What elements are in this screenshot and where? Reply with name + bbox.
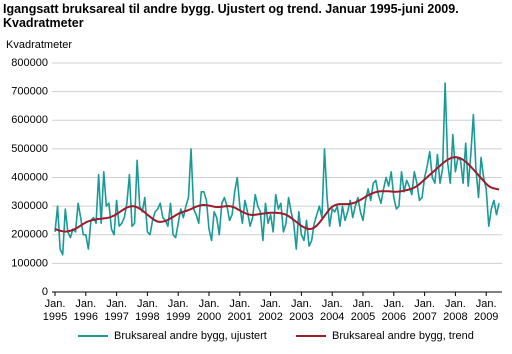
chart-title: Igangsatt bruksareal til andre bygg. Uju… [3,2,459,30]
x-tick-label: 2005 [351,311,375,323]
x-tick-label: Jan. [291,298,312,310]
x-tick-label: 1998 [135,311,159,323]
x-tick-label: Jan. [45,298,66,310]
y-tick-label: 500000 [11,143,48,155]
x-tick-label: Jan. [168,298,189,310]
x-tick-label: 1996 [74,311,98,323]
y-tick-label: 700000 [11,86,48,98]
series-line [54,82,500,256]
x-tick-label: 2001 [228,311,252,323]
y-tick-label: 300000 [11,200,48,212]
x-tick-label: 1999 [166,311,190,323]
x-tick-label: 2000 [197,311,221,323]
x-tick-label: Jan. [322,298,343,310]
x-tick-label: Jan. [476,298,497,310]
x-tick-label: Jan. [75,298,96,310]
x-tick-label: Jan. [229,298,250,310]
y-tick-label: 0 [42,286,48,298]
y-tick-label: 400000 [11,171,48,183]
x-tick-label: 2006 [382,311,406,323]
x-tick-label: 1995 [43,311,67,323]
y-tick-label: 800000 [11,57,48,69]
x-tick-label: Jan. [260,298,281,310]
x-tick-label: 2007 [412,311,436,323]
y-tick-label: 600000 [11,114,48,126]
x-tick-label: Jan. [383,298,404,310]
x-tick-label: Jan. [414,298,435,310]
x-tick-label: 2002 [258,311,282,323]
x-tick-label: 2003 [289,311,313,323]
y-tick-label: 100000 [11,257,48,269]
legend-label: Bruksareal andre bygg, ujustert [114,330,267,342]
x-tick-label: Jan. [445,298,466,310]
x-tick-label: Jan. [106,298,127,310]
legend-label: Bruksareal andre bygg, trend [332,330,474,342]
x-tick-label: 2004 [320,311,344,323]
x-tick-label: Jan. [137,298,158,310]
series-line [54,156,500,233]
y-tick-label: 200000 [11,229,48,241]
x-tick-label: Jan. [353,298,374,310]
y-axis-label: Kvadratmeter [6,39,72,51]
x-tick-label: 1997 [104,311,128,323]
x-tick-label: 2009 [474,311,498,323]
x-tick-label: 2008 [443,311,467,323]
x-tick-label: Jan. [199,298,220,310]
